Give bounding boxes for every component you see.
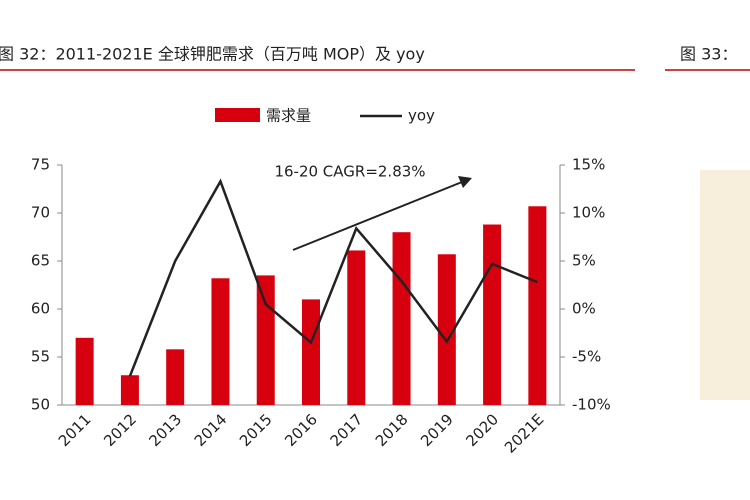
x-tick-label: 2015 (236, 410, 276, 450)
y-tick-label: 60 (31, 300, 50, 318)
arrow-head (458, 176, 472, 188)
bar (75, 337, 94, 405)
bar (120, 375, 139, 405)
x-tick-label: 2013 (145, 410, 185, 450)
bar (483, 224, 502, 405)
y-tick-label: 50 (31, 396, 50, 414)
side-title: 图 33： (680, 45, 737, 64)
chart-title: 图 32：2011-2021E 全球钾肥需求（百万吨 MOP）及 yoy (0, 45, 425, 64)
legend-label: 需求量 (266, 107, 311, 125)
bar (302, 299, 320, 405)
side-figure (700, 170, 750, 400)
y2-tick-label: -5% (572, 348, 601, 366)
bar (347, 250, 366, 405)
bar (392, 232, 411, 405)
x-tick-label: 2017 (327, 410, 367, 450)
x-tick-label: 2019 (417, 410, 457, 450)
annotation-arrow (292, 181, 463, 251)
y2-tick-label: 5% (572, 252, 596, 270)
legend-label: yoy (408, 107, 435, 125)
x-tick-label: 2016 (281, 410, 321, 450)
bar (211, 278, 230, 405)
x-tick-label: 2014 (191, 410, 231, 450)
x-tick-label: 2018 (372, 410, 412, 450)
x-tick-label: 2021E (501, 410, 547, 456)
y-tick-label: 65 (31, 252, 50, 270)
y2-tick-label: 0% (572, 300, 596, 318)
bar (437, 254, 456, 405)
y2-tick-label: 15% (572, 156, 605, 174)
x-tick-label: 2011 (55, 410, 95, 450)
bar (256, 275, 275, 405)
y-tick-label: 70 (31, 204, 50, 222)
yoy-line (128, 178, 538, 377)
bar (528, 206, 547, 405)
annotation: 16-20 CAGR=2.83% (274, 163, 425, 181)
x-tick-label: 2012 (100, 410, 140, 450)
y2-tick-label: 10% (572, 204, 605, 222)
y-tick-label: 55 (31, 348, 50, 366)
x-tick-label: 2020 (462, 410, 502, 450)
y-tick-label: 75 (31, 156, 50, 174)
legend-swatch (215, 108, 260, 122)
bar (166, 349, 185, 405)
y2-tick-label: -10% (572, 396, 611, 414)
